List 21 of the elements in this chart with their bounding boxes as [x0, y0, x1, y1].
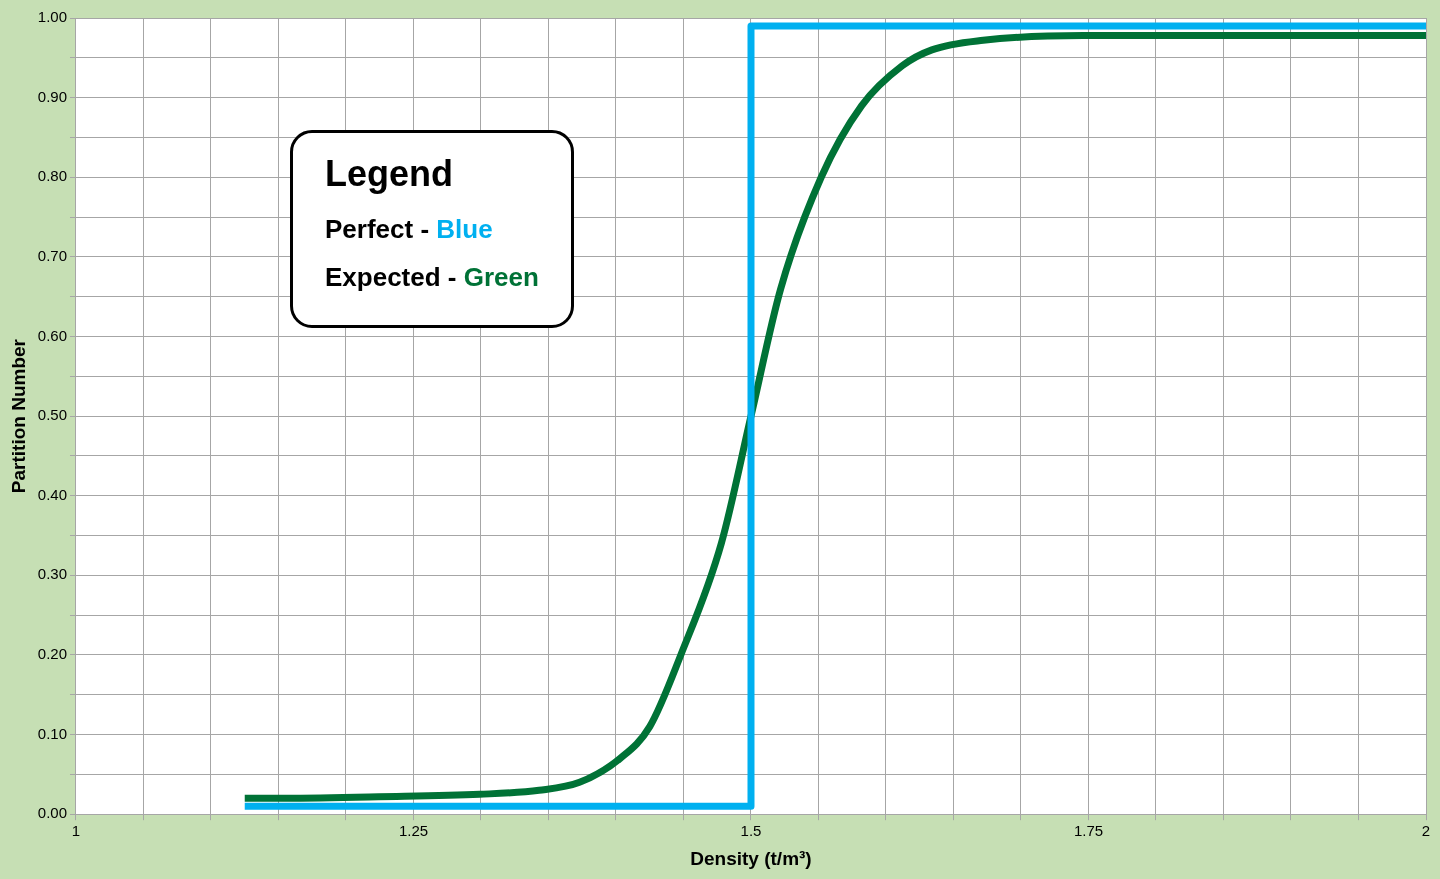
x-tick-label: 1.25	[398, 822, 429, 840]
y-tick-label: 0.20	[37, 645, 67, 663]
y-tick-label: 0.30	[37, 565, 67, 583]
x-tick-label: 2	[1421, 822, 1431, 840]
annotation: Perfect - Blue	[325, 214, 493, 244]
x-axis-title: Density (t/m³)	[690, 847, 812, 869]
y-tick-label: 0.80	[37, 167, 67, 185]
y-tick-label: 0.40	[37, 485, 67, 503]
y-tick-label: 0.00	[37, 804, 67, 822]
x-tick-label: 1.5	[740, 822, 762, 840]
y-axis-title: Partition Number	[7, 338, 29, 494]
y-tick-label: 0.70	[37, 247, 67, 264]
x-tick-label: 1	[71, 822, 81, 840]
y-tick-label: 0.10	[37, 724, 67, 742]
annotation: Expected - Green	[325, 262, 539, 292]
y-tick-label: 0.90	[37, 87, 67, 105]
y-tick-label: 0.50	[37, 406, 67, 424]
y-tick-label: 0.60	[37, 326, 67, 344]
x-tick-label: 1.75	[1073, 822, 1104, 840]
annotation: Legend	[325, 153, 454, 195]
y-tick-label: 1.00	[37, 8, 67, 26]
